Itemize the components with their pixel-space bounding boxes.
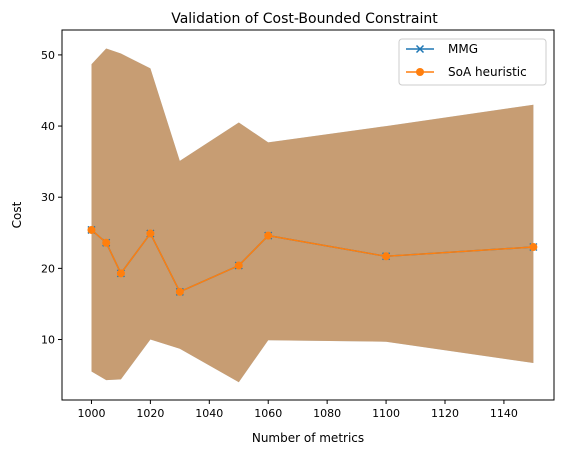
data-point-soa-heuristic xyxy=(146,229,155,238)
data-point-soa-heuristic xyxy=(116,269,125,278)
y-tick-label: 20 xyxy=(41,262,55,275)
plot-frame xyxy=(61,29,555,401)
x-tick-label: 1000 xyxy=(77,407,105,420)
y-tick-label: 50 xyxy=(41,49,55,62)
data-point-soa-heuristic xyxy=(382,252,391,261)
y-tick-label: 10 xyxy=(41,334,55,347)
x-axis-ticks: 1000 1020 1040 1060 1080 1100 1120 1140 xyxy=(77,400,518,420)
legend-entry-soa: SoA heuristic xyxy=(406,65,527,79)
data-point-soa-heuristic xyxy=(529,243,538,252)
series-layer xyxy=(87,225,538,296)
chart-title: Validation of Cost-Bounded Constraint xyxy=(171,11,438,27)
x-tick-label: 1040 xyxy=(195,407,223,420)
axes xyxy=(61,29,555,401)
x-tick-label: 1100 xyxy=(372,407,400,420)
x-tick-label: 1020 xyxy=(136,407,164,420)
legend: MMG SoA heuristic xyxy=(398,38,547,86)
x-tick-label: 1140 xyxy=(490,407,518,420)
data-point-soa-heuristic xyxy=(102,238,111,247)
legend-box xyxy=(398,38,547,86)
band-soa xyxy=(91,48,534,383)
data-point-soa-heuristic xyxy=(234,261,243,270)
legend-label-mmg: MMG xyxy=(448,42,478,56)
y-tick-label: 40 xyxy=(41,120,55,133)
legend-marker-mmg xyxy=(415,44,425,54)
confidence-band xyxy=(91,48,534,383)
legend-label-soa: SoA heuristic xyxy=(448,65,527,79)
x-axis-label: Number of metrics xyxy=(252,431,364,445)
data-point-soa-heuristic xyxy=(87,225,96,234)
x-tick-label: 1060 xyxy=(254,407,282,420)
y-tick-label: 30 xyxy=(41,191,55,204)
y-axis-ticks: 10 20 30 40 50 xyxy=(41,49,62,347)
x-tick-label: 1080 xyxy=(313,407,341,420)
data-point-soa-heuristic xyxy=(175,287,184,296)
legend-marker-soa xyxy=(416,68,424,76)
legend-entry-mmg: MMG xyxy=(406,42,478,56)
data-point-soa-heuristic xyxy=(264,231,273,240)
x-tick-label: 1120 xyxy=(431,407,459,420)
y-axis-label: Cost xyxy=(10,201,24,228)
series-soa-heuristic xyxy=(87,225,538,296)
